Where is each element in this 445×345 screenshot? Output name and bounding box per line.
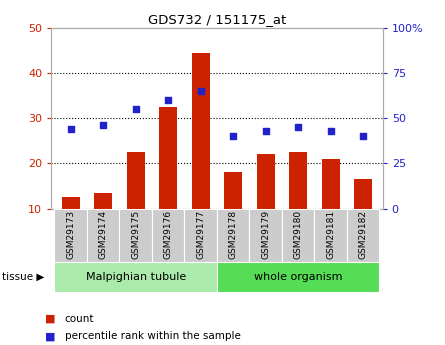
- Bar: [315, 209, 347, 262]
- Text: tissue ▶: tissue ▶: [2, 272, 44, 282]
- Bar: [192, 52, 210, 209]
- Point: [67, 126, 74, 132]
- Point: [360, 134, 367, 139]
- Bar: [250, 209, 282, 262]
- Bar: [152, 209, 184, 262]
- Text: percentile rank within the sample: percentile rank within the sample: [65, 332, 240, 341]
- Text: ■: ■: [44, 332, 55, 341]
- Bar: [282, 209, 315, 262]
- Text: GSM29175: GSM29175: [131, 210, 140, 259]
- Bar: [184, 209, 217, 262]
- Bar: [257, 154, 275, 209]
- Text: GSM29179: GSM29179: [261, 210, 270, 259]
- Point: [165, 97, 172, 103]
- Bar: [94, 193, 112, 209]
- Text: GSM29181: GSM29181: [326, 210, 335, 259]
- Bar: [224, 172, 242, 209]
- Point: [262, 128, 269, 134]
- Bar: [54, 209, 87, 262]
- Bar: [119, 209, 152, 262]
- Bar: [347, 209, 380, 262]
- Text: GSM29174: GSM29174: [99, 210, 108, 259]
- Text: GSM29173: GSM29173: [66, 210, 75, 259]
- Point: [132, 106, 139, 112]
- Point: [327, 128, 334, 134]
- Bar: [127, 152, 145, 209]
- Text: ■: ■: [44, 314, 55, 324]
- Bar: [62, 197, 80, 209]
- Bar: [54, 262, 217, 292]
- Point: [197, 88, 204, 94]
- Bar: [87, 209, 119, 262]
- Bar: [159, 107, 177, 209]
- Bar: [322, 159, 340, 209]
- Text: GSM29180: GSM29180: [294, 210, 303, 259]
- Text: whole organism: whole organism: [254, 272, 343, 282]
- Point: [295, 125, 302, 130]
- Bar: [289, 152, 307, 209]
- Bar: [217, 262, 380, 292]
- Text: GSM29182: GSM29182: [359, 210, 368, 259]
- Text: GSM29178: GSM29178: [229, 210, 238, 259]
- Text: GSM29176: GSM29176: [164, 210, 173, 259]
- Point: [230, 134, 237, 139]
- Text: Malpighian tubule: Malpighian tubule: [85, 272, 186, 282]
- Bar: [354, 179, 372, 209]
- Bar: [217, 209, 250, 262]
- Text: count: count: [65, 314, 94, 324]
- Title: GDS732 / 151175_at: GDS732 / 151175_at: [148, 13, 286, 27]
- Text: GSM29177: GSM29177: [196, 210, 205, 259]
- Point: [100, 122, 107, 128]
